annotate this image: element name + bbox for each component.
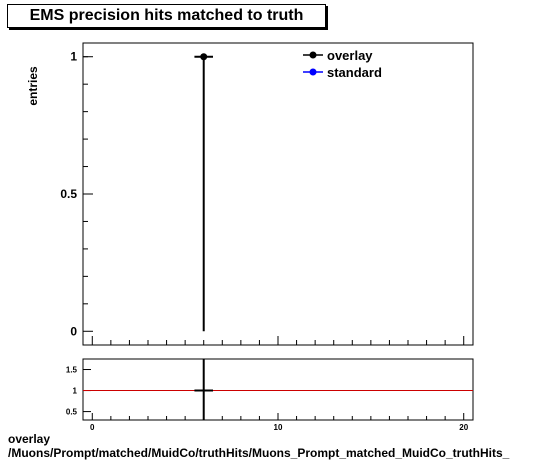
title-box: EMS precision hits matched to truth — [7, 4, 326, 28]
y-axis-label: entries — [26, 66, 40, 106]
ratio-y-tick-label: 1 — [73, 387, 78, 396]
ratio-y-tick-label: 0.5 — [66, 408, 78, 417]
main-plot-frame — [82, 42, 474, 346]
legend-marker — [309, 68, 317, 76]
legend-marker — [309, 51, 317, 59]
ratio-y-tick-label: 1.5 — [66, 366, 78, 375]
ratio-x-tick-label: 10 — [274, 423, 283, 432]
chart-title: EMS precision hits matched to truth — [29, 7, 304, 24]
y-tick-label: 0 — [70, 324, 77, 338]
data-point-marker — [200, 53, 208, 61]
ratio-plot-frame — [82, 358, 474, 421]
footer-label: overlay — [8, 432, 51, 446]
legend-label: standard — [327, 65, 382, 80]
y-tick-label: 1 — [70, 50, 77, 64]
legend-label: overlay — [327, 48, 373, 63]
footer-path: /Muons/Prompt/matched/MuidCo/truthHits/M… — [8, 446, 510, 460]
y-tick-label: 0.5 — [60, 187, 77, 201]
ratio-x-tick-label: 20 — [459, 423, 468, 432]
ratio-x-tick-label: 0 — [90, 423, 95, 432]
